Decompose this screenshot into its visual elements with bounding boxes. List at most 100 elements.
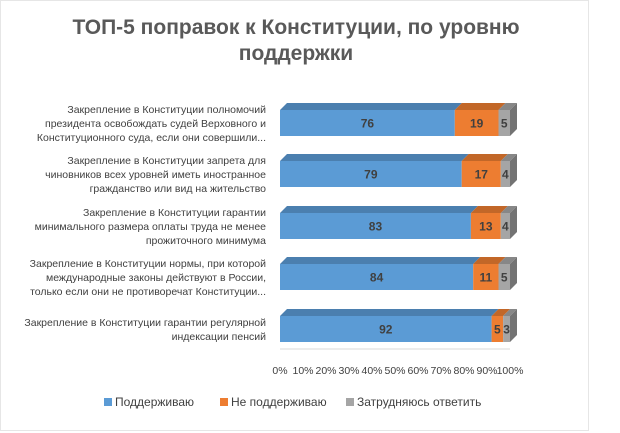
bar-top-face xyxy=(500,154,517,161)
category-label-3: Закрепление в Конституции гарантии минима… xyxy=(35,207,267,247)
bar-front-face xyxy=(280,161,462,187)
x-tick-label: 20% xyxy=(315,365,336,377)
legend-item-2: Не поддерживаю xyxy=(220,395,327,409)
bar-front-face xyxy=(454,110,499,136)
bar-top-face xyxy=(454,103,506,110)
bar-front-face xyxy=(280,264,474,290)
data-label-2-1: 79 xyxy=(364,168,378,182)
category-label-line: Закрепление в Конституции гарантии регул… xyxy=(24,317,266,329)
category-label-line: Конституционного суда, если они совершил… xyxy=(37,132,266,144)
data-label-2-3: 4 xyxy=(502,168,509,182)
bar-top-face xyxy=(503,309,517,316)
category-label-line: президента освобождать судей Верховного … xyxy=(45,118,266,130)
chart-title-line-1: ТОП-5 поправок к Конституции, по уровню xyxy=(72,16,519,39)
legend-label: Поддерживаю xyxy=(115,395,194,409)
bar-row-5: 92 5 3 xyxy=(280,309,517,342)
legend: Поддерживаю Не поддерживаю Затрудняюсь отв… xyxy=(104,395,481,409)
bar-side-face xyxy=(510,103,517,136)
bar-top-face xyxy=(280,257,481,264)
bars-group: 76 19 579 17 483 13 484 11 592 5 3 xyxy=(280,103,517,350)
data-label-4-2: 11 xyxy=(480,271,493,285)
data-label-5-2: 5 xyxy=(494,323,501,337)
x-tick-label: 90% xyxy=(476,365,497,377)
bar-segment-2-3: 4 xyxy=(500,154,517,187)
data-label-3-1: 83 xyxy=(369,220,383,234)
x-tick-label: 70% xyxy=(430,365,451,377)
legend-item-1: Поддерживаю xyxy=(104,395,194,409)
data-label-1-2: 19 xyxy=(470,117,484,131)
bar-top-face xyxy=(280,154,469,161)
bar-front-face xyxy=(473,264,499,290)
legend-label: Затрудняюсь ответить xyxy=(357,395,481,409)
bar-top-face xyxy=(280,103,462,110)
bar-front-face xyxy=(280,316,492,342)
category-label-line: Закрепление в Конституции гарантии xyxy=(83,207,266,219)
data-label-5-1: 92 xyxy=(379,323,393,337)
bar-side-face xyxy=(510,257,517,290)
category-label-1: Закрепление в Конституции полномочий през… xyxy=(37,104,266,144)
data-label-1-3: 5 xyxy=(501,117,508,131)
bar-row-3: 83 13 4 xyxy=(280,206,517,239)
bar-top-face xyxy=(491,309,511,316)
x-tick-label: 10% xyxy=(292,365,313,377)
bar-row-2: 79 17 4 xyxy=(280,154,517,187)
bar-front-face xyxy=(498,110,510,136)
category-label-line: минимального размера оплаты труда не мен… xyxy=(35,221,267,233)
x-tick-label: 100% xyxy=(497,365,524,377)
data-label-2-2: 17 xyxy=(475,168,489,182)
bar-front-face xyxy=(461,161,501,187)
bar-segment-3-2: 13 xyxy=(470,206,508,239)
category-labels: Закрепление в Конституции полномочий през… xyxy=(24,104,266,343)
data-label-3-2: 13 xyxy=(479,220,493,234)
x-tick-label: 40% xyxy=(361,365,382,377)
bar-front-face xyxy=(470,213,501,239)
bar-segment-3-1: 83 xyxy=(280,206,478,239)
bar-side-face xyxy=(510,154,517,187)
bar-front-face xyxy=(500,213,510,239)
category-label-line: чиновников всех уровней иметь иностранно… xyxy=(45,169,266,181)
bar-front-face xyxy=(280,110,455,136)
bar-segment-4-1: 84 xyxy=(280,257,481,290)
bar-segment-5-3: 3 xyxy=(503,309,517,342)
bar-front-face xyxy=(503,316,510,342)
bar-segment-4-3: 5 xyxy=(498,257,517,290)
category-label-line: только если они не противоречат Конститу… xyxy=(30,286,266,298)
bar-top-face xyxy=(280,309,499,316)
category-label-line: гражданство или вид на жительство xyxy=(90,183,267,195)
x-tick-label: 0% xyxy=(272,365,287,377)
category-label-line: Закрепление в Конституции полномочий xyxy=(67,104,266,116)
x-axis-ticks: 0% 10% 20% 30% 40% 50% 60% 70% 80% 90% 100% xyxy=(272,365,523,377)
bar-segment-1-2: 19 xyxy=(454,103,506,136)
bar-side-face xyxy=(510,206,517,239)
data-label-4-3: 5 xyxy=(501,271,508,285)
x-tick-label: 80% xyxy=(453,365,474,377)
legend-swatch xyxy=(220,398,228,406)
category-label-5: Закрепление в Конституции гарантии регул… xyxy=(24,317,266,343)
bar-segment-5-2: 5 xyxy=(491,309,511,342)
data-label-4-1: 84 xyxy=(370,271,384,285)
bar-front-face xyxy=(491,316,504,342)
legend-swatch xyxy=(346,398,354,406)
category-label-line: Закрепление в Конституции запрета для xyxy=(67,155,266,167)
bar-top-face xyxy=(280,206,478,213)
bar-top-face xyxy=(498,257,517,264)
bar-top-face xyxy=(461,154,508,161)
bar-top-face xyxy=(498,103,517,110)
bar-top-face xyxy=(470,206,508,213)
data-label-5-3: 3 xyxy=(503,323,510,337)
category-label-line: индексации пенсий xyxy=(172,331,267,343)
chart-title-line-2: поддержки xyxy=(239,42,353,65)
category-label-line: Закрепление в Конституции нормы, при кот… xyxy=(30,258,266,270)
x-tick-label: 50% xyxy=(384,365,405,377)
bar-row-4: 84 11 5 xyxy=(280,257,517,290)
bar-segment-2-1: 79 xyxy=(280,154,469,187)
bar-front-face xyxy=(500,161,510,187)
category-label-line: международные законы действуют в России, xyxy=(46,272,266,284)
bar-row-1: 76 19 5 xyxy=(280,103,517,136)
bar-top-face xyxy=(473,257,506,264)
legend-label: Не поддерживаю xyxy=(231,395,327,409)
category-label-4: Закрепление в Конституции нормы, при кот… xyxy=(30,258,266,298)
legend-swatch xyxy=(104,398,112,406)
bar-front-face xyxy=(280,213,471,239)
